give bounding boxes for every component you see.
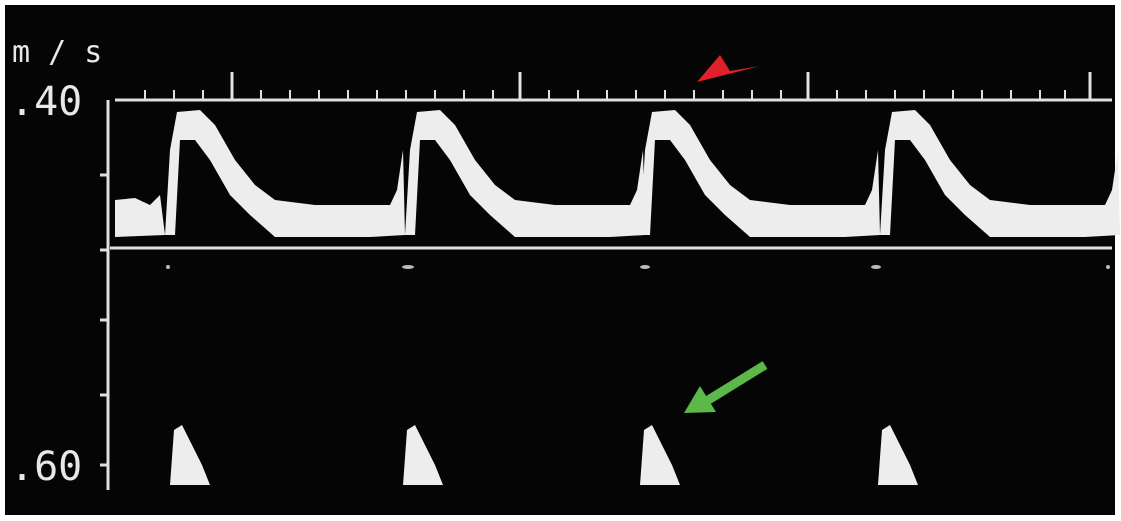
red-arrowhead — [697, 55, 760, 82]
scale-label: .40 — [10, 79, 82, 125]
background — [5, 5, 1115, 515]
unit-label: m / s — [12, 35, 102, 70]
green-arrow — [684, 361, 768, 413]
waveform — [115, 110, 1120, 485]
axes — [100, 72, 1112, 490]
scale-label: .60 — [10, 444, 82, 490]
